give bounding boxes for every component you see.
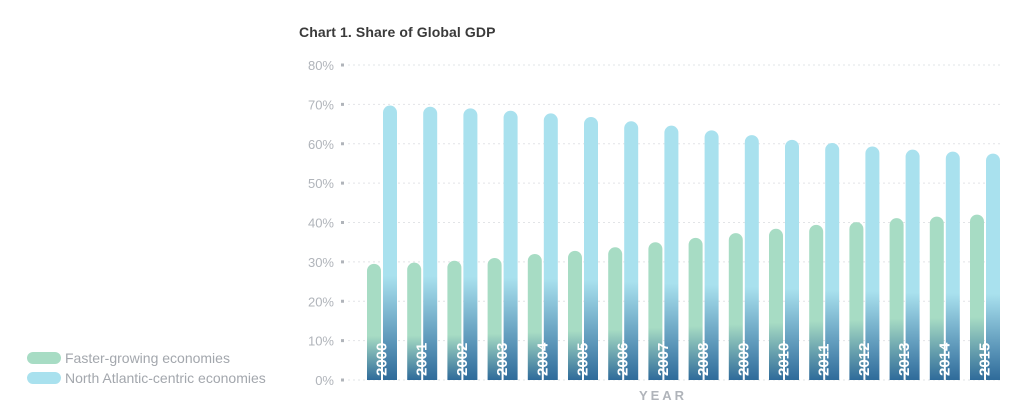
bar-north-atlantic-2002 (463, 108, 478, 381)
bar-north-atlantic-2009 (744, 135, 759, 380)
y-tick-mark (341, 63, 344, 67)
y-axis-ticks: 0% 10% 20% 30% 40% 50% 60% 70% 80% (308, 58, 344, 388)
bar-north-atlantic-2008 (704, 130, 719, 380)
bar-faster-growing-2010 (769, 228, 783, 380)
y-tick-label: 70% (308, 97, 334, 112)
year-labels: 2000 2001 2002 2003 2004 2005 2006 2007 2008 2009… (374, 342, 994, 376)
legend: Faster-growing economies North Atlantic-… (27, 349, 297, 389)
bar-north-atlantic-2014 (945, 151, 960, 380)
bar-north-atlantic-2005 (584, 116, 598, 380)
x-tick-label-2001: 2001 (414, 343, 431, 376)
bar-faster-growing-2015 (970, 214, 984, 380)
bar-faster-growing-2009 (728, 233, 743, 380)
x-tick-label-2000: 2000 (374, 343, 391, 376)
x-tick-label-2006: 2006 (615, 343, 632, 376)
x-tick-label-2010: 2010 (776, 343, 793, 376)
bar-north-atlantic-2004 (543, 113, 558, 380)
y-tick-label: 80% (308, 58, 334, 73)
bar-faster-growing-2001 (407, 262, 422, 380)
y-tick-label: 20% (308, 294, 334, 309)
y-tick-mark (341, 221, 344, 224)
bar-north-atlantic-2013 (905, 149, 920, 380)
y-tick-mark (341, 339, 344, 343)
bar-faster-growing-2007 (648, 242, 663, 380)
bar-north-atlantic-2015 (986, 153, 1000, 380)
y-tick-label: 10% (308, 334, 334, 349)
y-tick-label: 60% (308, 137, 334, 152)
bar-faster-growing-2000 (367, 263, 381, 380)
legend-item-faster-growing: Faster-growing economies (27, 349, 297, 367)
y-tick-mark (341, 181, 344, 185)
x-tick-label-2005: 2005 (575, 343, 592, 376)
legend-swatch-faster-growing (27, 352, 61, 364)
bar-north-atlantic-2011 (825, 142, 840, 380)
bar-faster-growing-2013 (889, 218, 904, 380)
x-tick-label-2004: 2004 (534, 342, 551, 376)
y-tick-mark (341, 378, 344, 382)
bar-faster-growing-2008 (688, 237, 703, 380)
x-tick-label-2009: 2009 (735, 343, 752, 376)
bar-faster-growing-2014 (929, 216, 944, 380)
bar-north-atlantic-2007 (664, 125, 679, 380)
x-tick-label-2003: 2003 (494, 343, 511, 376)
x-tick-label-2014: 2014 (936, 342, 953, 376)
legend-swatch-north-atlantic (27, 372, 61, 384)
legend-label-north-atlantic: North Atlantic-centric economies (65, 370, 266, 386)
legend-item-north-atlantic: North Atlantic-centric economies (27, 369, 297, 387)
y-tick-mark (341, 260, 344, 264)
chart-title: Chart 1. Share of Global GDP (299, 24, 496, 40)
bars (367, 105, 1000, 381)
bar-faster-growing-2003 (487, 257, 502, 380)
x-tick-label-2002: 2002 (454, 343, 471, 376)
x-tick-label-2013: 2013 (896, 343, 913, 376)
y-tick-label: 0% (315, 373, 334, 388)
bar-faster-growing-2012 (849, 222, 864, 380)
bar-faster-growing-2002 (447, 260, 462, 380)
bar-faster-growing-2004 (527, 254, 542, 380)
bar-north-atlantic-2001 (423, 106, 438, 381)
x-tick-label-2008: 2008 (695, 343, 712, 376)
x-tick-label-2015: 2015 (977, 343, 994, 376)
bar-faster-growing-2005 (568, 250, 582, 380)
bar-north-atlantic-2003 (503, 110, 518, 380)
bar-north-atlantic-2000 (383, 105, 397, 380)
bar-faster-growing-2006 (608, 247, 623, 380)
x-tick-label-2007: 2007 (655, 343, 672, 376)
bar-north-atlantic-2010 (785, 139, 799, 380)
y-tick-label: 30% (308, 255, 334, 270)
y-tick-mark (341, 102, 344, 106)
x-tick-label-2011: 2011 (816, 343, 833, 376)
bar-north-atlantic-2012 (865, 146, 880, 380)
legend-label-faster-growing: Faster-growing economies (65, 350, 230, 366)
y-tick-label: 50% (308, 176, 334, 191)
y-tick-mark (341, 299, 344, 303)
bar-faster-growing-2011 (809, 224, 824, 380)
x-tick-label-2012: 2012 (856, 343, 873, 376)
y-tick-mark (341, 142, 344, 146)
y-tick-label: 40% (308, 216, 334, 231)
x-axis-label: YEAR (639, 388, 687, 403)
bar-north-atlantic-2006 (624, 121, 639, 380)
